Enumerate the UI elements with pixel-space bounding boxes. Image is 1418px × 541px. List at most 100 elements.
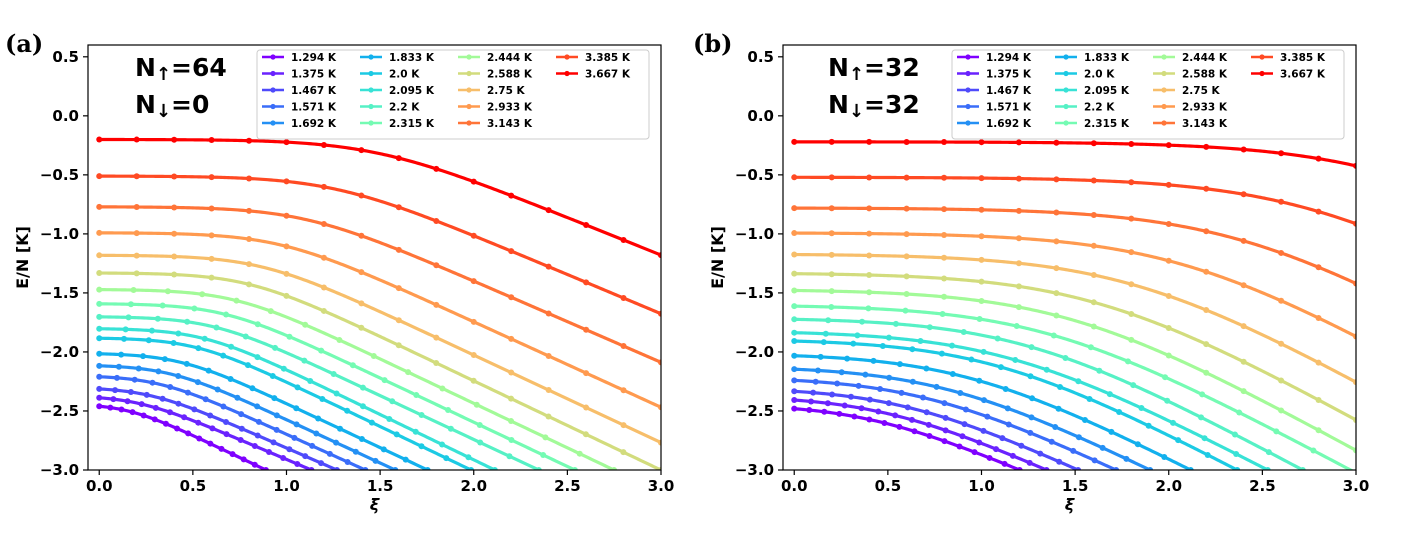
data-point <box>470 178 477 185</box>
data-point <box>1162 374 1169 381</box>
data-point <box>358 269 365 276</box>
data-point <box>395 155 402 162</box>
data-point <box>957 389 964 396</box>
data-point <box>318 347 325 354</box>
data-point <box>477 439 484 446</box>
data-point <box>229 451 236 458</box>
data-point <box>326 450 333 457</box>
data-point <box>381 377 388 384</box>
series-line-2_588 <box>99 271 661 470</box>
data-point <box>1234 467 1241 470</box>
data-point <box>96 203 103 210</box>
legend-marker <box>1161 120 1167 126</box>
data-point <box>881 419 888 426</box>
data-point <box>470 377 477 384</box>
data-point <box>1124 358 1131 365</box>
data-point <box>1240 282 1247 289</box>
data-point <box>885 334 892 341</box>
data-point <box>175 372 182 379</box>
data-point <box>283 292 290 299</box>
data-point <box>1165 352 1172 359</box>
data-point <box>122 326 129 333</box>
legend-entry: 2.095 K <box>1084 85 1130 97</box>
data-point <box>107 404 114 411</box>
data-point <box>806 407 813 414</box>
data-point <box>124 398 131 405</box>
data-point <box>307 377 314 384</box>
series-line-2_0 <box>794 339 1241 470</box>
data-point <box>828 174 835 181</box>
legend-entry: 1.833 K <box>1084 52 1130 64</box>
data-point <box>545 207 552 214</box>
data-point <box>133 173 140 180</box>
data-point <box>149 379 156 386</box>
data-point <box>1315 427 1322 434</box>
data-point <box>255 418 262 425</box>
data-point <box>309 442 316 449</box>
data-point <box>508 369 515 376</box>
data-point <box>166 409 173 416</box>
data-point <box>545 413 552 420</box>
data-point <box>209 425 216 432</box>
data-point <box>1043 467 1050 470</box>
data-point <box>194 379 201 386</box>
data-point <box>1028 344 1035 351</box>
chart-panel-b: (b) 0.0 0.5 1.0 1.5 2.0 2.5 3.0 0.5 0.0 −0.5 −1.0 −1… <box>693 29 1369 514</box>
data-point <box>903 205 910 212</box>
data-point <box>125 314 132 321</box>
data-point <box>984 413 991 420</box>
series-line-2_75 <box>794 252 1356 384</box>
data-point <box>850 340 857 347</box>
data-point <box>1057 383 1064 390</box>
data-point <box>508 294 515 301</box>
data-point <box>1043 366 1050 373</box>
data-point <box>1265 449 1272 456</box>
legend-entry: 2.933 K <box>487 102 533 114</box>
data-point <box>320 254 327 261</box>
data-point <box>358 232 365 239</box>
legend-marker <box>1161 54 1167 60</box>
data-point <box>942 414 949 421</box>
legend-entry: 1.692 K <box>986 118 1032 130</box>
data-point <box>583 404 590 411</box>
legend-marker <box>368 87 374 93</box>
data-point <box>822 330 829 337</box>
data-point <box>1315 155 1322 162</box>
data-point <box>829 391 836 398</box>
data-point <box>508 248 515 255</box>
data-point <box>320 141 327 148</box>
data-point <box>133 270 140 277</box>
data-point <box>859 318 866 325</box>
data-point <box>978 139 985 146</box>
legend-marker <box>564 70 570 77</box>
legend-entry: 2.588 K <box>1182 69 1228 81</box>
data-point <box>1026 459 1033 466</box>
legend-marker <box>466 70 472 77</box>
legend-entry: 1.692 K <box>291 118 337 130</box>
data-point <box>1015 207 1022 214</box>
data-point <box>838 369 845 376</box>
legend-entry: 2.0 K <box>389 69 420 81</box>
data-point <box>866 289 873 296</box>
data-point <box>202 396 209 403</box>
data-point <box>171 271 178 278</box>
data-point <box>866 252 873 259</box>
x-tick-label: 0.0 <box>781 477 808 495</box>
data-point <box>508 418 515 425</box>
data-point <box>1075 434 1082 441</box>
data-point <box>582 431 589 438</box>
data-point <box>1278 297 1285 304</box>
data-point <box>1070 447 1077 454</box>
legend-entry: 1.571 K <box>291 102 337 114</box>
data-point <box>246 175 253 182</box>
data-point <box>234 394 241 401</box>
data-point <box>1090 212 1097 218</box>
data-point <box>961 421 968 428</box>
data-point <box>208 232 215 239</box>
data-point <box>903 138 910 145</box>
data-point <box>902 307 909 314</box>
data-point <box>271 395 278 402</box>
series-line-1_692 <box>99 364 400 470</box>
data-point <box>962 406 969 413</box>
y-tick-label: −1.5 <box>735 284 774 302</box>
